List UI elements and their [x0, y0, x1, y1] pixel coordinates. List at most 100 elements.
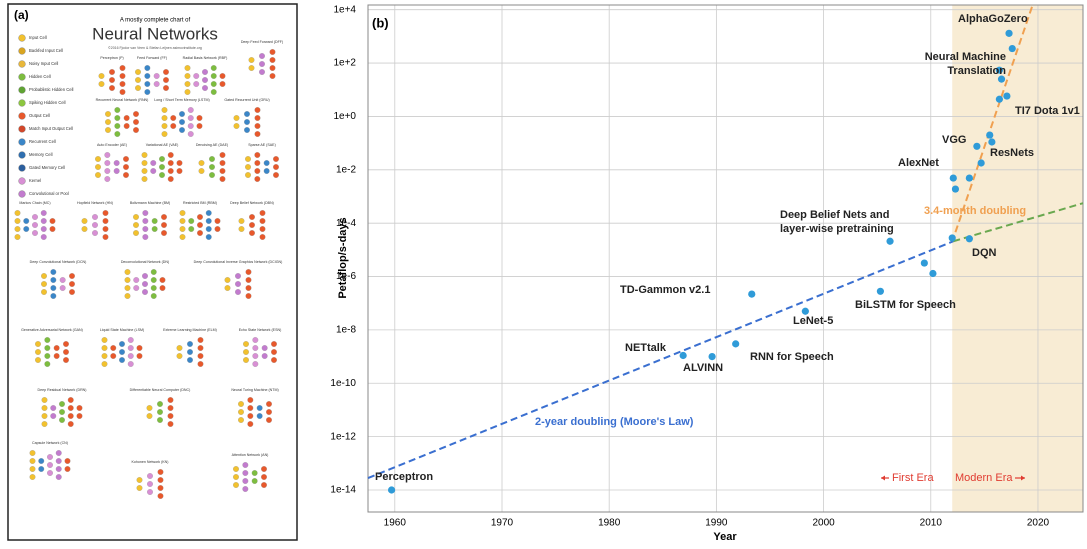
network-node: [147, 481, 153, 487]
network-node: [119, 65, 126, 71]
network-node: [109, 77, 115, 83]
network-node: [123, 156, 129, 162]
network-node: [242, 462, 249, 468]
annotation: AlphaGoZero: [958, 13, 1028, 25]
network-node: [242, 486, 249, 492]
network-title: Extreme Learning Machine (ELM): [163, 328, 217, 332]
network-node: [105, 127, 111, 133]
network-node: [235, 289, 241, 295]
network-node: [179, 119, 185, 125]
network-node: [104, 152, 111, 158]
network-node: [40, 210, 47, 216]
annotation: VGG: [942, 134, 966, 146]
x-tick-label: 2020: [1027, 518, 1050, 529]
network-node: [110, 353, 117, 359]
network-node: [244, 127, 250, 133]
network-node: [50, 269, 57, 275]
network-node: [269, 57, 276, 63]
network-title: Deep Belief Network (DBN): [230, 201, 274, 205]
network-node: [179, 226, 186, 232]
network-node: [55, 450, 62, 456]
network-node: [197, 222, 203, 228]
y-tick-label: 1e+4: [333, 4, 356, 15]
network-node: [245, 156, 251, 162]
network-node: [104, 176, 111, 182]
network-title: Denoising AE (DAE): [196, 143, 228, 147]
network-title: Neural Turing Machine (NTM): [231, 388, 278, 392]
network-node: [176, 353, 183, 359]
network-node: [147, 473, 153, 479]
network-node: [114, 107, 121, 113]
network-node: [101, 353, 108, 359]
network-node: [179, 210, 186, 216]
network-node: [133, 127, 139, 133]
network-node: [29, 458, 36, 464]
network-node: [179, 127, 185, 133]
network-node: [263, 160, 270, 166]
network-node: [123, 164, 129, 170]
data-point: [997, 75, 1006, 83]
network-node: [114, 131, 121, 137]
network-node: [81, 218, 88, 224]
network-title: Markov Chain (MC): [19, 201, 50, 205]
network-node: [63, 357, 69, 363]
network-title: Radial Basis Network (RBF): [183, 56, 228, 60]
annotation: NETtalk: [625, 342, 667, 354]
network-node: [198, 160, 205, 166]
data-point: [995, 66, 1003, 74]
network-node: [197, 230, 203, 236]
network-node: [102, 218, 109, 224]
network-node: [47, 470, 53, 476]
network-node: [219, 73, 226, 79]
network-node: [197, 353, 204, 359]
network-node: [136, 345, 143, 351]
legend-swatch: [18, 60, 26, 68]
network-node: [244, 119, 250, 125]
network-node: [133, 119, 139, 125]
network-node: [167, 397, 174, 403]
network-node: [64, 466, 71, 472]
network-node: [127, 345, 134, 351]
annotation: DQN: [972, 247, 997, 259]
legend-label: Convolutional or Pool: [29, 191, 69, 196]
network-title: Deep Feed Forward (DFF): [241, 40, 283, 44]
network-node: [119, 81, 126, 87]
y-tick-label: 1e-8: [336, 325, 356, 336]
network-title: Deep Convolutional Inverse Graphics Netw…: [194, 260, 283, 264]
era-arrow-head: [881, 475, 885, 481]
data-point: [1005, 29, 1013, 37]
data-point: [965, 235, 973, 243]
network-node: [104, 168, 111, 174]
legend-label: Gated Memory Cell: [29, 165, 65, 170]
network-node: [159, 285, 166, 291]
network-node: [98, 81, 105, 87]
network-node: [219, 152, 226, 158]
network-node: [197, 214, 203, 220]
network-node: [67, 421, 74, 427]
network-node: [202, 69, 208, 75]
network-node: [197, 337, 204, 343]
network-node: [271, 357, 277, 363]
network-node: [259, 210, 266, 216]
network-node: [29, 450, 36, 456]
network-title: Capsule Network (CN): [32, 441, 68, 445]
network-node: [123, 172, 129, 178]
legend-label: Kernel: [29, 178, 41, 183]
trend-line: [953, 202, 1084, 243]
network-node: [44, 353, 51, 359]
network-node: [249, 222, 255, 228]
data-point: [995, 95, 1003, 103]
network-node: [247, 405, 254, 411]
network-node: [40, 218, 47, 224]
network-node: [254, 152, 261, 158]
network-node: [254, 176, 261, 182]
network-title: Variational AE (VAE): [146, 143, 179, 147]
network-node: [248, 65, 255, 71]
network-node: [133, 111, 139, 117]
network-node: [224, 285, 231, 291]
network-node: [269, 73, 276, 79]
network-node: [205, 218, 212, 224]
network-node: [159, 277, 166, 283]
network-node: [146, 413, 153, 419]
network-node: [167, 160, 174, 166]
